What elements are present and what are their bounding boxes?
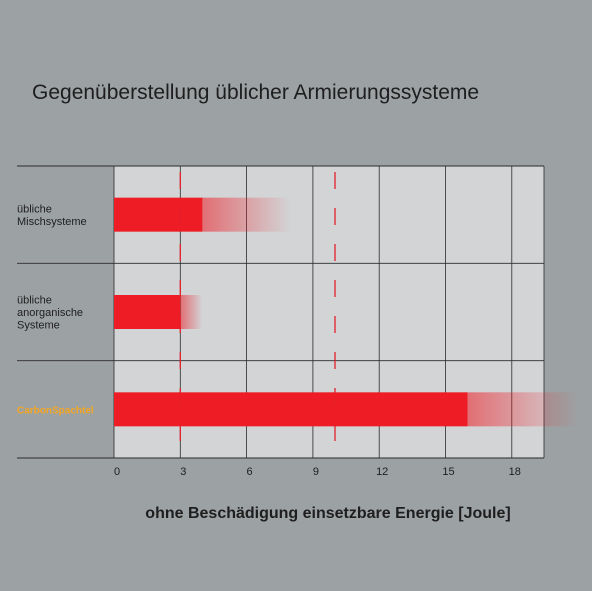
- category-dividers: [17, 165, 544, 459]
- category-labels: üblicheMischsystemeüblicheanorganischeSy…: [17, 203, 94, 416]
- category-label: übliche: [17, 203, 52, 215]
- bar-range-extension: [202, 197, 291, 232]
- bars: [114, 197, 579, 427]
- x-tick-label: 0: [114, 466, 120, 478]
- x-tick-label: 15: [442, 466, 454, 478]
- bar-range-extension: [467, 392, 579, 427]
- x-tick-label: 18: [509, 466, 521, 478]
- category-label: Systeme: [17, 320, 60, 332]
- category-label: CarbonSpachtel: [17, 405, 94, 416]
- reference-lines: [179, 166, 336, 458]
- chart-title: Gegenüberstellung üblicher Armierungssys…: [32, 81, 479, 104]
- bar: [114, 392, 468, 427]
- tick-labels: 0 3 6 9 12 15 18: [114, 466, 521, 478]
- x-tick-label: 12: [376, 466, 388, 478]
- bar: [114, 295, 181, 329]
- x-tick-label: 6: [247, 466, 253, 478]
- x-tick-label: 9: [313, 466, 319, 478]
- category-label: übliche: [17, 295, 52, 307]
- x-tick-label: 3: [180, 466, 186, 478]
- category-label: Mischsysteme: [17, 216, 87, 228]
- bar: [114, 197, 203, 232]
- category-label: anorganische: [17, 307, 83, 319]
- x-axis-label: ohne Beschädigung einsetzbare Energie [J…: [145, 505, 510, 522]
- bar-range-extension: [180, 295, 203, 329]
